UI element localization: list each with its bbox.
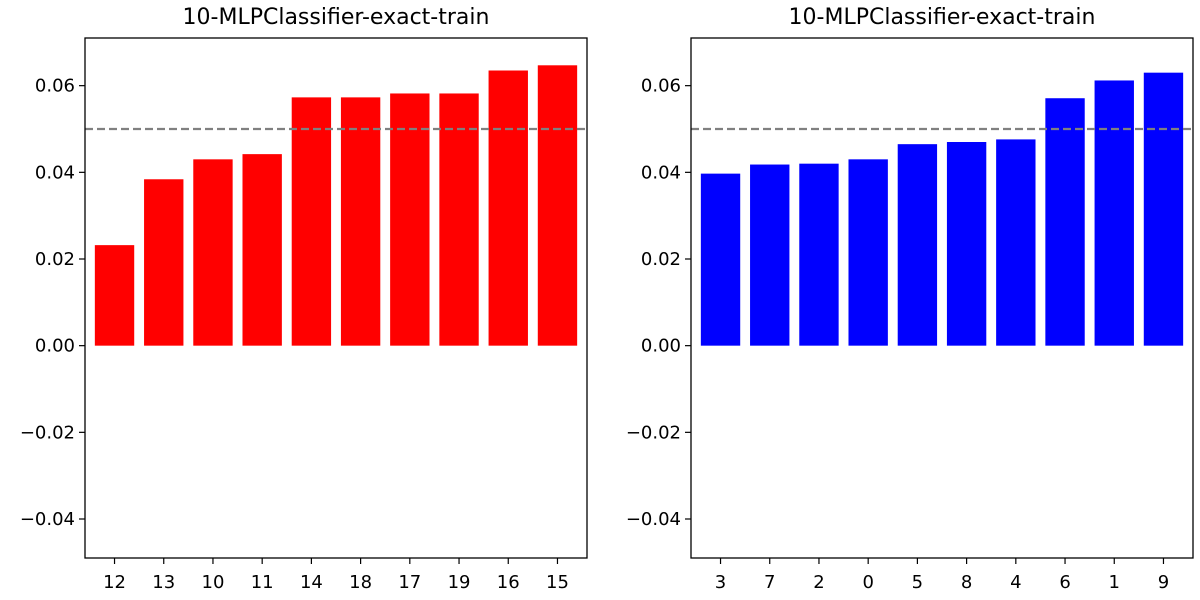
y-tick-label: −0.04	[626, 509, 681, 530]
bar-2	[799, 163, 839, 346]
bar-5	[897, 144, 938, 346]
y-tick-label: 0.04	[35, 162, 75, 183]
y-tick-label: −0.02	[626, 422, 681, 443]
bar-0	[848, 159, 888, 346]
y-tick-label: 0.06	[641, 76, 681, 97]
bar-10	[193, 159, 233, 346]
chart-title: 10-MLPClassifier-exact-train	[183, 5, 490, 30]
y-tick-label: 0.02	[641, 249, 681, 270]
bar-18	[340, 97, 381, 346]
bar-19	[439, 93, 479, 346]
x-tick-label: 4	[1010, 572, 1021, 593]
x-tick-label: 12	[103, 572, 126, 593]
bar-3	[700, 173, 741, 346]
bar-6	[1045, 98, 1085, 346]
axes-frame	[690, 37, 1194, 559]
y-tick-label: 0.02	[35, 249, 75, 270]
y-tick-label: 0.06	[35, 76, 75, 97]
x-tick-label: 18	[349, 572, 372, 593]
bar-4	[996, 139, 1036, 346]
x-tick-label: 7	[764, 572, 775, 593]
bar-14	[291, 97, 332, 346]
x-tick-label: 9	[1158, 572, 1169, 593]
bar-8	[946, 142, 987, 346]
left-chart-panel: 10-MLPClassifier-exact-train −0.04 −0.02 0.…	[20, 5, 588, 593]
chart-title: 10-MLPClassifier-exact-train	[789, 5, 1096, 30]
axes-frame	[84, 37, 588, 559]
bar-9	[1143, 72, 1184, 346]
x-tick-label: 14	[300, 572, 323, 593]
bar-1	[1094, 80, 1134, 346]
y-tick-label: −0.02	[20, 422, 75, 443]
y-tick-label: 0.00	[35, 336, 75, 357]
y-tick-label: 0.00	[641, 336, 681, 357]
right-chart-panel: 10-MLPClassifier-exact-train −0.04 −0.02 0.…	[626, 5, 1194, 593]
x-tick-label: 15	[546, 572, 569, 593]
bar-11	[242, 154, 282, 346]
y-tick-label: −0.04	[20, 509, 75, 530]
x-tick-label: 2	[813, 572, 824, 593]
x-tick-label: 13	[152, 572, 175, 593]
bar-17	[390, 93, 430, 346]
y-tick-label: 0.04	[641, 162, 681, 183]
x-tick-label: 1	[1109, 572, 1120, 593]
bar-16	[488, 70, 528, 346]
x-tick-label: 8	[961, 572, 972, 593]
x-tick-label: 5	[912, 572, 923, 593]
x-tick-label: 16	[497, 572, 520, 593]
x-tick-label: 3	[715, 572, 726, 593]
bar-7	[750, 164, 790, 346]
bar-12	[94, 245, 135, 346]
bar-13	[144, 179, 184, 346]
x-tick-label: 6	[1059, 572, 1070, 593]
x-tick-label: 11	[251, 572, 274, 593]
x-tick-label: 0	[862, 572, 873, 593]
bar-15	[537, 65, 578, 346]
x-tick-label: 19	[448, 572, 471, 593]
x-tick-label: 10	[202, 572, 225, 593]
x-tick-label: 17	[398, 572, 421, 593]
